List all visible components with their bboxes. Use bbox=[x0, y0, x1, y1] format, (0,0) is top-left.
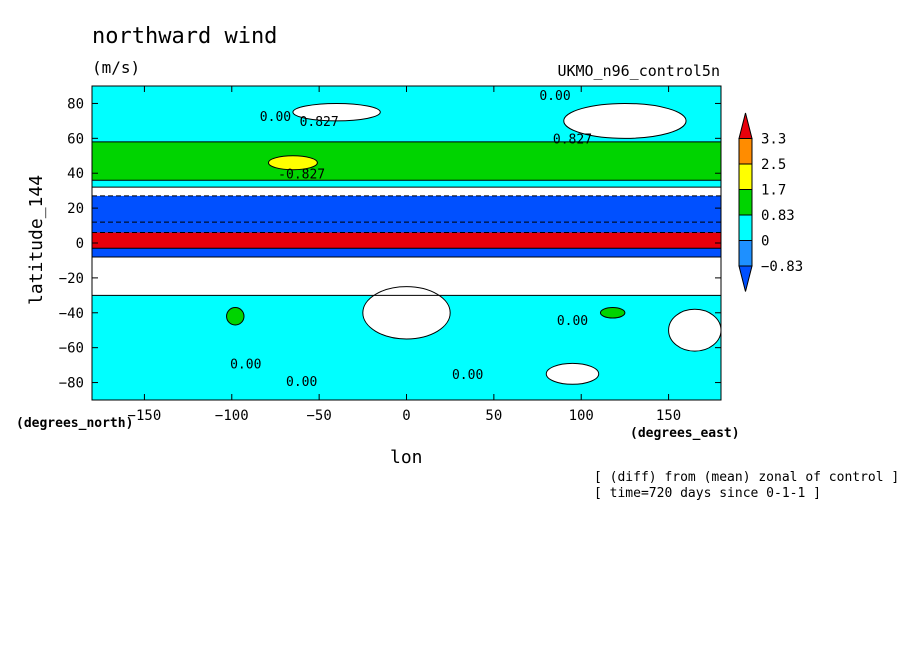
plot-area: 0.00 0.827 0.827 -0.827 0.00 0.00 0.00 0.00 0.00 bbox=[92, 86, 721, 400]
x-unit-label: (degrees_east) bbox=[630, 426, 740, 441]
wind-blob-2 bbox=[292, 102, 381, 122]
wind-blob-5 bbox=[362, 286, 451, 340]
dataset-label: UKMO_n96_control5n bbox=[557, 62, 720, 80]
x-tick-label: 100 bbox=[569, 408, 594, 424]
colorbar-swatch bbox=[738, 189, 753, 216]
y-tick-label: 60 bbox=[67, 131, 84, 147]
contour-label-7: 0.00 bbox=[286, 375, 317, 390]
colorbar-swatch-top bbox=[738, 112, 753, 139]
colorbar-level-label: 0.83 bbox=[761, 208, 795, 224]
y-tick-label: 40 bbox=[67, 166, 84, 182]
note-line-1: [ (diff) from (mean) zonal of control ] bbox=[594, 470, 900, 485]
contour-label-4: 0.00 bbox=[539, 89, 570, 104]
colorbar-level-label: 2.5 bbox=[761, 157, 786, 173]
contour-label-6: 0.00 bbox=[230, 358, 261, 373]
contour-label-0: 0.00 bbox=[260, 110, 291, 125]
x-tick-label: 150 bbox=[656, 408, 681, 424]
y-tick-label: −20 bbox=[59, 271, 84, 287]
wind-band-3 bbox=[92, 187, 721, 196]
colorbar-level-label: 3.3 bbox=[761, 132, 786, 148]
axes: −150 −100 −50 0 50 100 150 80 60 40 20 0 −20 −40 −60 −8… bbox=[59, 86, 721, 424]
wind-blob-4 bbox=[599, 307, 626, 319]
wind-blob-0 bbox=[267, 155, 318, 171]
wind-blob-1 bbox=[563, 102, 687, 139]
x-tick-label: −50 bbox=[306, 408, 331, 424]
colorbar-swatch-bottom bbox=[738, 265, 753, 292]
colorbar-level-label: 0 bbox=[761, 234, 769, 250]
y-tick-label: 20 bbox=[67, 201, 84, 217]
contour-label-2: 0.827 bbox=[553, 133, 592, 148]
x-tick-label: −150 bbox=[128, 408, 162, 424]
wind-blob-7 bbox=[668, 308, 721, 352]
note-line-2: [ time=720 days since 0-1-1 ] bbox=[594, 486, 821, 501]
units-label: (m/s) bbox=[92, 58, 141, 77]
colorbar-level-label: −0.83 bbox=[761, 259, 803, 275]
y-tick-label: 80 bbox=[67, 96, 84, 112]
wind-band-6 bbox=[92, 232, 721, 249]
y-tick-label: −40 bbox=[59, 306, 84, 322]
contour-label-3: -0.827 bbox=[278, 167, 325, 182]
wind-blob-3 bbox=[226, 307, 245, 326]
contour-label-8: 0.00 bbox=[452, 368, 483, 383]
y-axis-title: latitude_144 bbox=[26, 174, 47, 305]
colorbar-swatch bbox=[738, 214, 753, 241]
chart-title: northward wind bbox=[92, 24, 278, 49]
x-tick-label: −100 bbox=[215, 408, 249, 424]
colorbar: 3.3 2.5 1.7 0.83 0 −0.83 bbox=[738, 112, 803, 292]
wind-band-4 bbox=[92, 195, 721, 223]
wind-band-5 bbox=[92, 222, 721, 233]
wind-blob-6 bbox=[545, 362, 600, 385]
wind-band-7 bbox=[92, 248, 721, 257]
y-tick-label: 0 bbox=[76, 236, 84, 252]
colorbar-swatch bbox=[738, 240, 753, 267]
x-tick-label: 50 bbox=[485, 408, 502, 424]
wind-band-2 bbox=[92, 180, 721, 188]
x-tick-label: 0 bbox=[402, 408, 410, 424]
wind-band-1 bbox=[92, 141, 721, 181]
colorbar-swatch bbox=[738, 163, 753, 190]
contour-label-1: 0.827 bbox=[300, 115, 339, 130]
y-tick-label: −80 bbox=[59, 376, 84, 392]
colorbar-level-label: 1.7 bbox=[761, 183, 786, 199]
y-unit-label: (degrees_north) bbox=[16, 416, 134, 431]
contour-label-5: 0.00 bbox=[557, 314, 588, 329]
y-tick-label: −60 bbox=[59, 341, 84, 357]
x-axis-title: lon bbox=[390, 447, 423, 468]
colorbar-swatch bbox=[738, 138, 753, 165]
